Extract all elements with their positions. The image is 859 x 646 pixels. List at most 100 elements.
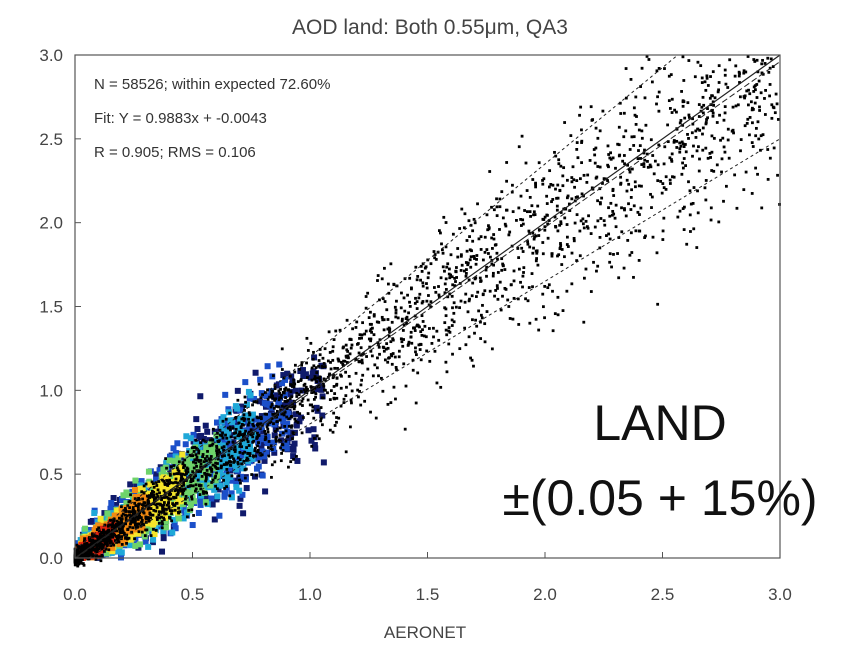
scatter-point xyxy=(471,229,475,233)
scatter-point xyxy=(416,371,420,375)
scatter-point xyxy=(519,218,523,221)
scatter-point xyxy=(174,496,178,499)
scatter-point xyxy=(646,159,649,163)
scatter-point xyxy=(612,194,616,197)
scatter-point xyxy=(532,213,535,217)
scatter-point xyxy=(205,455,209,458)
density-cell xyxy=(237,407,244,414)
density-cell xyxy=(297,414,304,421)
scatter-point xyxy=(201,453,205,456)
scatter-point xyxy=(638,144,642,148)
scatter-point xyxy=(559,242,562,245)
scatter-point xyxy=(556,183,560,187)
scatter-point xyxy=(659,179,663,183)
scatter-point xyxy=(117,516,121,520)
scatter-point xyxy=(274,397,277,401)
scatter-point xyxy=(537,228,541,232)
scatter-point xyxy=(466,263,470,267)
scatter-point xyxy=(281,390,285,394)
scatter-point xyxy=(85,554,89,558)
scatter-point xyxy=(460,207,464,211)
scatter-point xyxy=(601,109,605,113)
density-cell xyxy=(221,493,228,500)
scatter-point xyxy=(120,514,124,518)
scatter-point xyxy=(243,417,247,421)
scatter-point xyxy=(479,337,483,340)
scatter-point xyxy=(743,124,747,128)
scatter-point xyxy=(393,305,397,309)
density-cell xyxy=(132,542,139,549)
scatter-point xyxy=(709,218,713,222)
density-cell xyxy=(283,440,290,447)
density-cell xyxy=(205,467,212,474)
scatter-point xyxy=(444,288,448,291)
scatter-point xyxy=(111,521,115,525)
scatter-point xyxy=(184,502,187,505)
scatter-point xyxy=(469,255,473,259)
scatter-point xyxy=(731,128,735,132)
scatter-point xyxy=(681,166,685,170)
scatter-point xyxy=(680,172,684,176)
scatter-point xyxy=(558,188,562,192)
scatter-point xyxy=(775,102,779,106)
scatter-point xyxy=(420,314,424,318)
density-cell xyxy=(241,429,248,436)
scatter-point xyxy=(382,328,386,332)
scatter-point xyxy=(199,487,203,491)
scatter-point xyxy=(638,213,641,216)
scatter-point xyxy=(491,274,495,278)
density-cell xyxy=(198,432,205,439)
density-cell xyxy=(179,501,186,508)
scatter-point xyxy=(623,207,626,210)
scatter-point xyxy=(382,349,386,353)
scatter-point xyxy=(233,416,237,420)
scatter-point xyxy=(94,557,98,561)
scatter-point xyxy=(609,201,613,205)
scatter-point xyxy=(479,248,483,251)
scatter-point xyxy=(449,273,453,277)
density-cell xyxy=(162,524,169,531)
scatter-point xyxy=(691,122,695,126)
scatter-point xyxy=(491,247,494,250)
scatter-point xyxy=(190,497,194,501)
scatter-point xyxy=(355,320,359,324)
scatter-point xyxy=(561,309,565,312)
scatter-point xyxy=(405,321,408,325)
scatter-point xyxy=(772,146,776,150)
density-cell xyxy=(210,465,217,472)
scatter-point xyxy=(103,537,107,541)
scatter-point xyxy=(373,363,377,367)
scatter-point xyxy=(228,494,232,498)
density-cell xyxy=(113,502,120,509)
scatter-point xyxy=(273,387,277,390)
scatter-point xyxy=(706,84,710,87)
density-cell xyxy=(217,437,224,444)
scatter-point xyxy=(375,366,379,370)
scatter-point xyxy=(571,165,575,169)
scatter-point xyxy=(394,397,397,401)
scatter-point xyxy=(312,390,315,394)
scatter-point xyxy=(637,229,641,233)
scatter-point xyxy=(617,236,621,239)
scatter-point xyxy=(99,559,103,563)
density-cell xyxy=(201,467,208,474)
scatter-point xyxy=(268,421,272,424)
scatter-point xyxy=(587,214,590,218)
scatter-point xyxy=(759,91,763,95)
scatter-point xyxy=(257,460,261,464)
density-cell xyxy=(255,450,262,457)
scatter-point xyxy=(140,523,144,527)
scatter-point xyxy=(149,513,153,517)
scatter-point xyxy=(717,88,720,92)
scatter-point xyxy=(715,121,719,124)
scatter-point xyxy=(537,234,541,237)
scatter-point xyxy=(581,217,585,221)
scatter-point xyxy=(183,487,187,491)
scatter-point xyxy=(194,438,198,442)
scatter-point xyxy=(154,509,158,513)
scatter-point xyxy=(492,237,496,241)
scatter-point xyxy=(427,294,430,297)
scatter-point xyxy=(686,101,690,105)
scatter-point xyxy=(630,188,633,192)
density-cell xyxy=(217,461,224,468)
